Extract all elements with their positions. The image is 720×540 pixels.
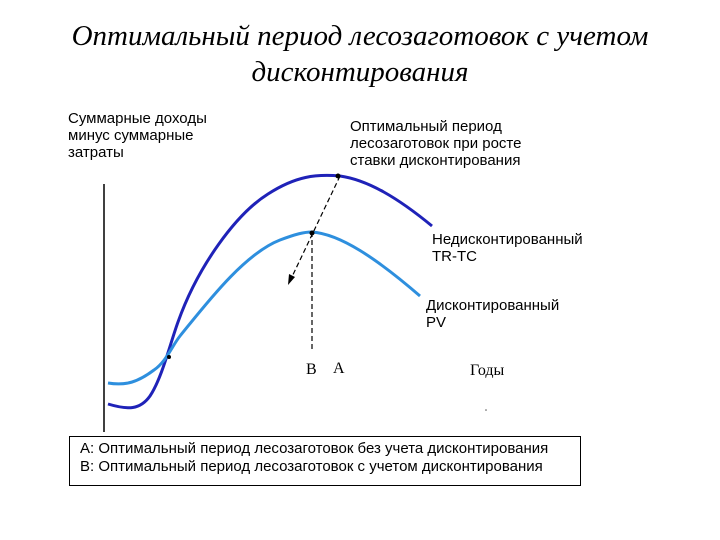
legend-line-a: A: Оптимальный период лесозаготовок без …: [80, 440, 549, 457]
discount-shift-arrow: [289, 175, 341, 282]
legend-line-b: B: Оптимальный период лесозаготовок с уч…: [80, 458, 543, 475]
optimal-period-note: Оптимальный период лесозаготовок при рос…: [350, 118, 522, 169]
discounted-curve: [107, 230, 421, 386]
point-b-label: B: [306, 361, 317, 378]
crossing-point: [167, 355, 171, 359]
undiscounted-curve: [107, 173, 433, 410]
arrow-head-icon: [288, 274, 295, 285]
title-line-2: дисконтирования: [251, 56, 469, 88]
stray-dot: [485, 409, 487, 411]
x-axis-label: Годы: [470, 362, 505, 379]
discounted-label: Дисконтированный PV: [426, 297, 560, 331]
optimum-point-b: [309, 230, 315, 236]
title-line-1: Оптимальный период лесозаготовок с учето…: [71, 20, 649, 52]
optimum-point-a: [335, 173, 341, 179]
undiscounted-label: Недисконтированный TR-TC: [432, 231, 583, 265]
legend-box: A: Оптимальный период лесозаготовок без …: [69, 436, 581, 486]
slide-title: Оптимальный период лесозаготовок с учето…: [0, 18, 720, 90]
point-a-label: A: [333, 360, 345, 377]
y-axis-label: Суммарные доходы минус суммарные затраты: [68, 110, 207, 161]
